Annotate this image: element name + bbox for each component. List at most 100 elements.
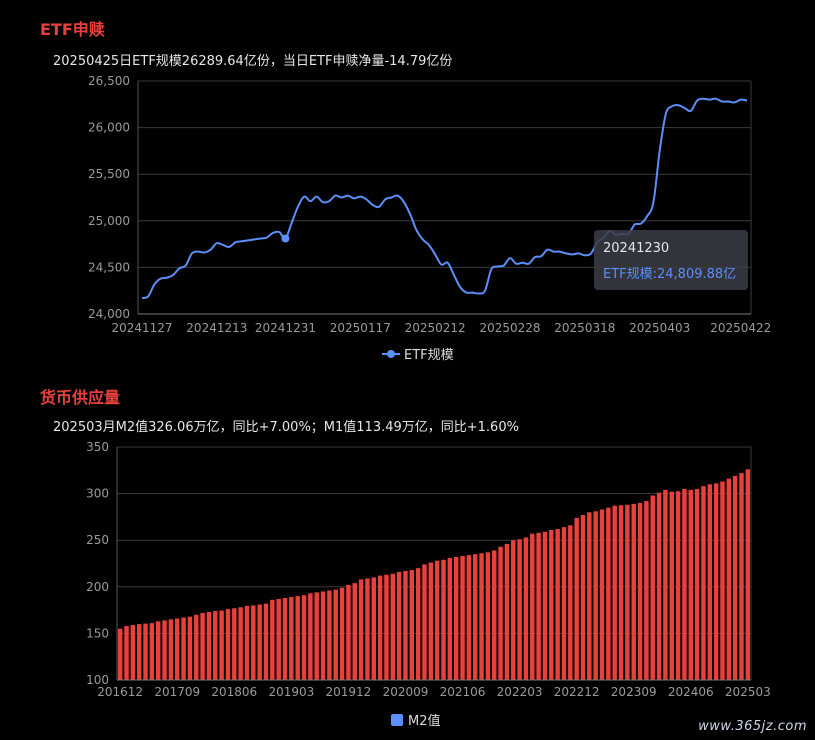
m2-bar[interactable] [181, 617, 186, 680]
m2-bar[interactable] [650, 495, 655, 680]
m2-bar[interactable] [568, 525, 573, 680]
m2-bar[interactable] [511, 540, 516, 680]
m2-bar[interactable] [117, 628, 123, 680]
m2-bar[interactable] [390, 573, 396, 680]
m2-bar[interactable] [498, 546, 503, 680]
m2-bar[interactable] [606, 507, 611, 680]
m2-bar[interactable] [232, 608, 237, 680]
m2-bar[interactable] [612, 505, 617, 680]
m2-bar[interactable] [428, 562, 434, 680]
m2-bar[interactable] [555, 529, 560, 680]
m2-bar-chart[interactable]: 100 150 200 250 300 350 201612 201709 201806 2019… [86, 440, 771, 729]
m2-bar[interactable] [492, 550, 497, 680]
m2-bar[interactable] [124, 625, 129, 680]
m2-bar[interactable] [422, 564, 427, 680]
m2-bar[interactable] [409, 570, 415, 680]
m2-bar[interactable] [200, 612, 205, 680]
m2-bar[interactable] [238, 607, 243, 680]
m2-bar[interactable] [485, 552, 491, 680]
m2-bar[interactable] [720, 481, 725, 680]
m2-bar[interactable] [396, 571, 402, 680]
m2-bar[interactable] [542, 531, 548, 680]
m2-bar[interactable] [618, 505, 624, 680]
m2-bar[interactable] [358, 579, 364, 680]
m2-bar[interactable] [694, 488, 700, 680]
m2-bar[interactable] [346, 584, 351, 680]
m2-bar[interactable] [143, 623, 148, 680]
m2-bar[interactable] [371, 577, 376, 680]
m2-bar[interactable] [523, 537, 529, 680]
m2-bar[interactable] [301, 595, 307, 680]
m2-bar[interactable] [593, 511, 598, 680]
m2-bar[interactable] [314, 592, 319, 680]
m2-bar[interactable] [472, 554, 478, 680]
m2-bar[interactable] [320, 591, 326, 680]
m2-bar[interactable] [282, 597, 288, 680]
m2-bar[interactable] [175, 618, 180, 680]
m2-bar[interactable] [701, 486, 706, 680]
m2-bar[interactable] [136, 624, 142, 680]
m2-bar[interactable] [194, 614, 199, 680]
m2-bar[interactable] [580, 515, 586, 680]
m2-legend-label[interactable]: M2值 [408, 713, 441, 729]
m2-bar[interactable] [263, 603, 269, 680]
m2-bar[interactable] [327, 590, 332, 680]
m2-bar[interactable] [536, 532, 541, 680]
m2-bar[interactable] [587, 512, 592, 680]
m2-bar[interactable] [244, 605, 250, 680]
etf-series-line[interactable] [141, 97, 748, 300]
m2-bar[interactable] [713, 483, 719, 680]
m2-bar[interactable] [637, 502, 643, 680]
m2-bar[interactable] [574, 517, 579, 680]
m2-bar[interactable] [333, 589, 338, 680]
m2-bar[interactable] [289, 597, 294, 680]
etf-highlight-point[interactable] [281, 234, 290, 243]
m2-bar[interactable] [447, 557, 453, 680]
m2-bar[interactable] [168, 619, 174, 680]
m2-bar[interactable] [682, 488, 687, 680]
m2-bar[interactable] [403, 570, 408, 680]
m2-bar[interactable] [517, 539, 522, 680]
m2-bar[interactable] [663, 489, 668, 680]
etf-legend-label[interactable]: ETF规模 [404, 348, 454, 363]
m2-bar[interactable] [631, 503, 636, 680]
m2-bar[interactable] [276, 598, 281, 680]
m2-bar[interactable] [155, 621, 161, 680]
m2-bar[interactable] [352, 583, 357, 680]
m2-bar[interactable] [308, 593, 313, 680]
m2-bar[interactable] [732, 475, 738, 680]
m2-bar[interactable] [504, 543, 510, 680]
m2-bar[interactable] [688, 489, 693, 680]
m2-bar[interactable] [549, 529, 554, 680]
m2-bar[interactable] [453, 556, 459, 680]
m2-bar[interactable] [644, 501, 649, 680]
m2-bar[interactable] [219, 610, 224, 680]
m2-bar[interactable] [206, 611, 212, 680]
m2-bar[interactable] [441, 559, 446, 680]
m2-bar[interactable] [257, 604, 262, 680]
m2-bar[interactable] [739, 473, 744, 680]
m2-bar[interactable] [149, 623, 155, 680]
m2-bar[interactable] [460, 556, 465, 680]
m2-bar[interactable] [625, 504, 630, 680]
m2-bar[interactable] [530, 533, 535, 680]
m2-bar[interactable] [384, 574, 389, 680]
m2-bar[interactable] [130, 625, 136, 680]
m2-bar[interactable] [434, 560, 440, 680]
m2-bar[interactable] [365, 578, 370, 680]
m2-bar[interactable] [745, 469, 751, 680]
m2-bar[interactable] [669, 491, 674, 680]
m2-bar[interactable] [295, 596, 300, 680]
m2-bar[interactable] [162, 620, 167, 680]
etf-line-chart[interactable]: 24,000 24,500 25,000 25,500 26,000 26,500 2024… [88, 74, 771, 363]
m2-bar[interactable] [377, 575, 383, 680]
m2-bar[interactable] [675, 491, 681, 680]
m2-bar[interactable] [270, 599, 275, 680]
m2-bar[interactable] [599, 509, 605, 680]
m2-bar[interactable] [339, 587, 345, 680]
m2-bar[interactable] [225, 609, 231, 680]
m2-bar[interactable] [415, 568, 421, 680]
m2-bar[interactable] [187, 616, 193, 680]
m2-bar[interactable] [466, 555, 472, 680]
m2-bar[interactable] [656, 492, 662, 680]
